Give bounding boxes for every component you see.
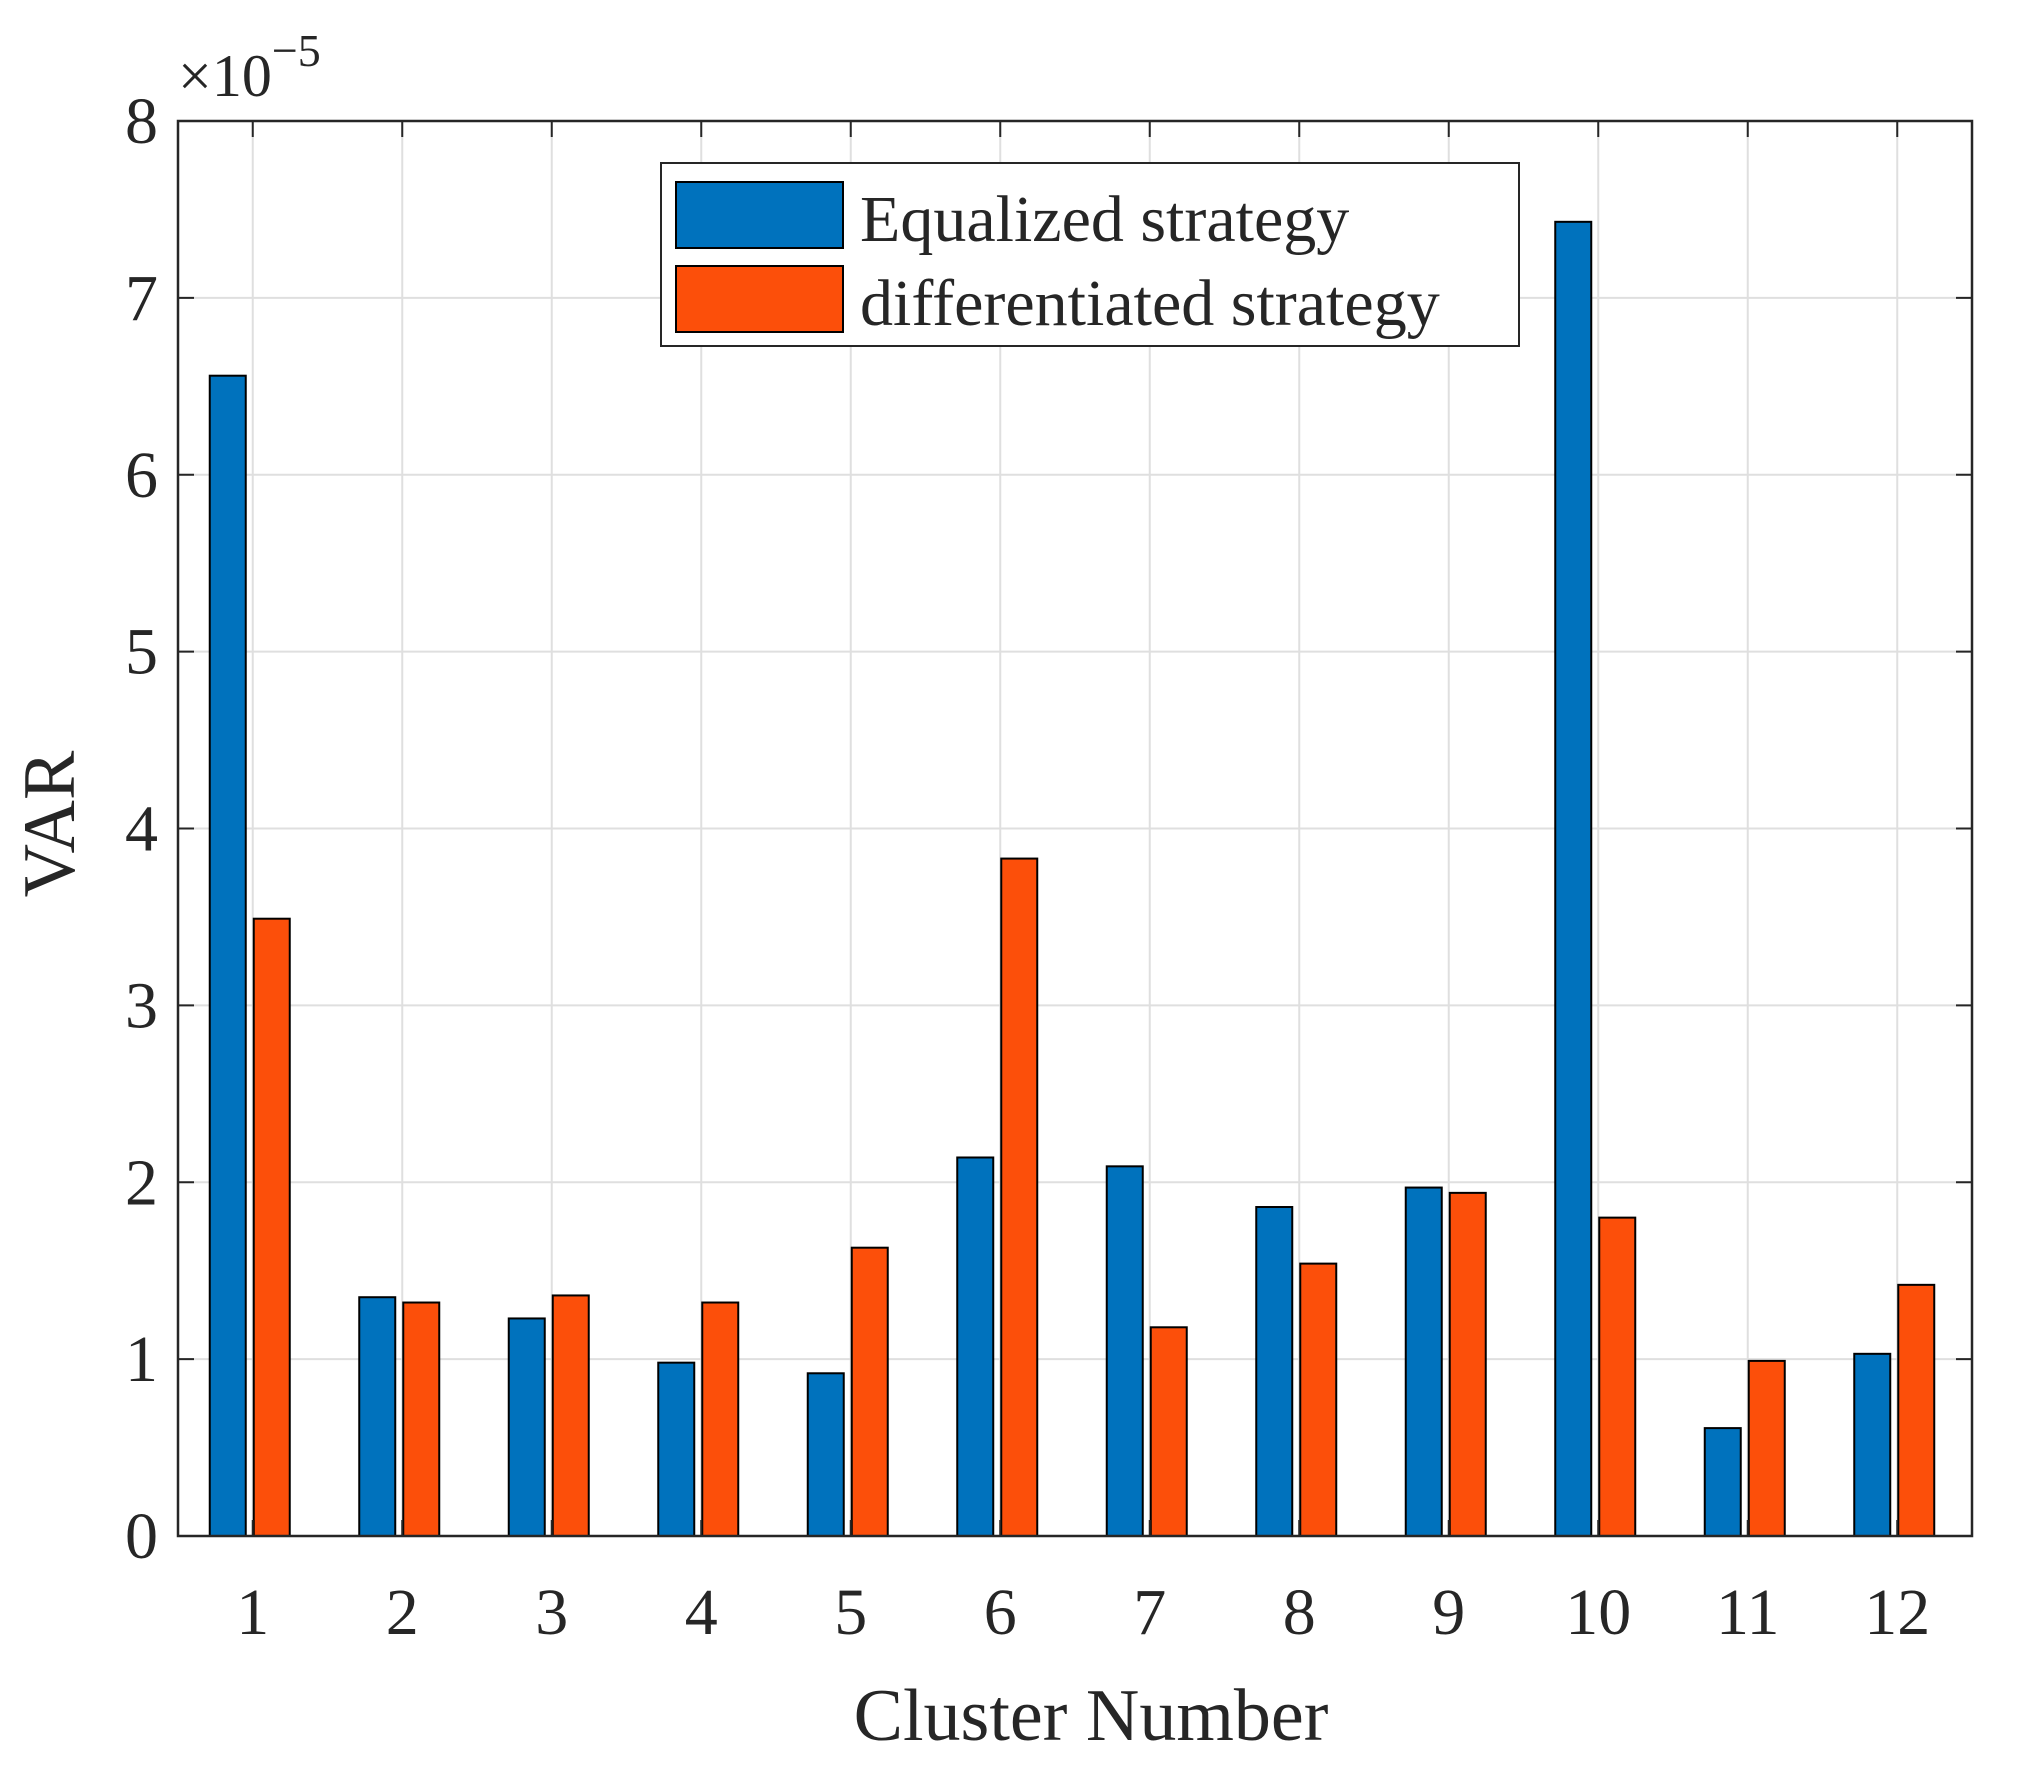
x-tick-label: 7 (1133, 1576, 1166, 1649)
bar-differentiated-4 (701, 1301, 740, 1538)
x-tick-label: 12 (1864, 1576, 1930, 1649)
bar-differentiated-7 (1149, 1326, 1188, 1537)
y-tick-label: 4 (125, 793, 158, 866)
bar-differentiated-10 (1598, 1216, 1637, 1537)
x-tick-label: 4 (685, 1576, 718, 1649)
y-tick-label: 6 (125, 439, 158, 512)
bar-equalized-5 (806, 1372, 845, 1538)
legend-swatch-differentiated (675, 265, 844, 333)
y-axis-exponent: ×10−5 (178, 25, 321, 109)
plot-frame (176, 119, 1974, 1538)
bar-equalized-1 (208, 374, 247, 1538)
x-tick-label: 5 (834, 1576, 867, 1649)
bar-differentiated-1 (252, 917, 291, 1537)
bar-differentiated-6 (1000, 857, 1039, 1537)
x-tick-label: 11 (1716, 1576, 1780, 1649)
x-tick-label: 1 (236, 1576, 269, 1649)
y-tick-label: 8 (125, 85, 158, 158)
bar-differentiated-8 (1299, 1262, 1338, 1538)
legend-swatch-equalized (675, 181, 844, 249)
bar-differentiated-2 (402, 1301, 441, 1538)
y-tick-label: 2 (125, 1146, 158, 1219)
x-tick-label: 2 (386, 1576, 419, 1649)
bar-equalized-2 (358, 1296, 397, 1537)
legend: Equalized strategy differentiated strate… (660, 162, 1520, 347)
legend-label-equalized: Equalized strategy (860, 183, 1349, 256)
bars (208, 220, 1936, 1538)
x-tick-label: 9 (1432, 1576, 1465, 1649)
x-tick-label: 3 (535, 1576, 568, 1649)
axes (176, 119, 1974, 1538)
bar-equalized-6 (956, 1156, 995, 1538)
bar-equalized-9 (1404, 1186, 1443, 1538)
x-tick-label: 8 (1283, 1576, 1316, 1649)
x-tick-label: 6 (984, 1576, 1017, 1649)
bar-equalized-10 (1554, 220, 1593, 1538)
y-tick-label: 1 (125, 1323, 158, 1396)
bar-equalized-3 (507, 1317, 546, 1537)
y-axis-title: VAR (9, 750, 91, 897)
y-tick-label: 7 (125, 262, 158, 335)
bar-equalized-11 (1703, 1427, 1742, 1537)
bar-equalized-4 (657, 1361, 696, 1537)
bar-differentiated-3 (551, 1294, 590, 1537)
bar-differentiated-11 (1747, 1359, 1786, 1538)
bar-equalized-8 (1255, 1206, 1294, 1537)
y-tick-label: 5 (125, 616, 158, 689)
y-tick-label: 3 (125, 969, 158, 1042)
x-tick-label: 10 (1565, 1576, 1631, 1649)
bar-differentiated-9 (1448, 1191, 1487, 1538)
legend-label-differentiated: differentiated strategy (860, 267, 1440, 340)
bar-differentiated-5 (850, 1246, 889, 1537)
bar-differentiated-12 (1897, 1283, 1936, 1538)
x-axis-title: Cluster Number (854, 1675, 1329, 1757)
bar-equalized-7 (1105, 1165, 1144, 1538)
bar-equalized-12 (1853, 1352, 1892, 1537)
y-tick-label: 0 (125, 1500, 158, 1573)
